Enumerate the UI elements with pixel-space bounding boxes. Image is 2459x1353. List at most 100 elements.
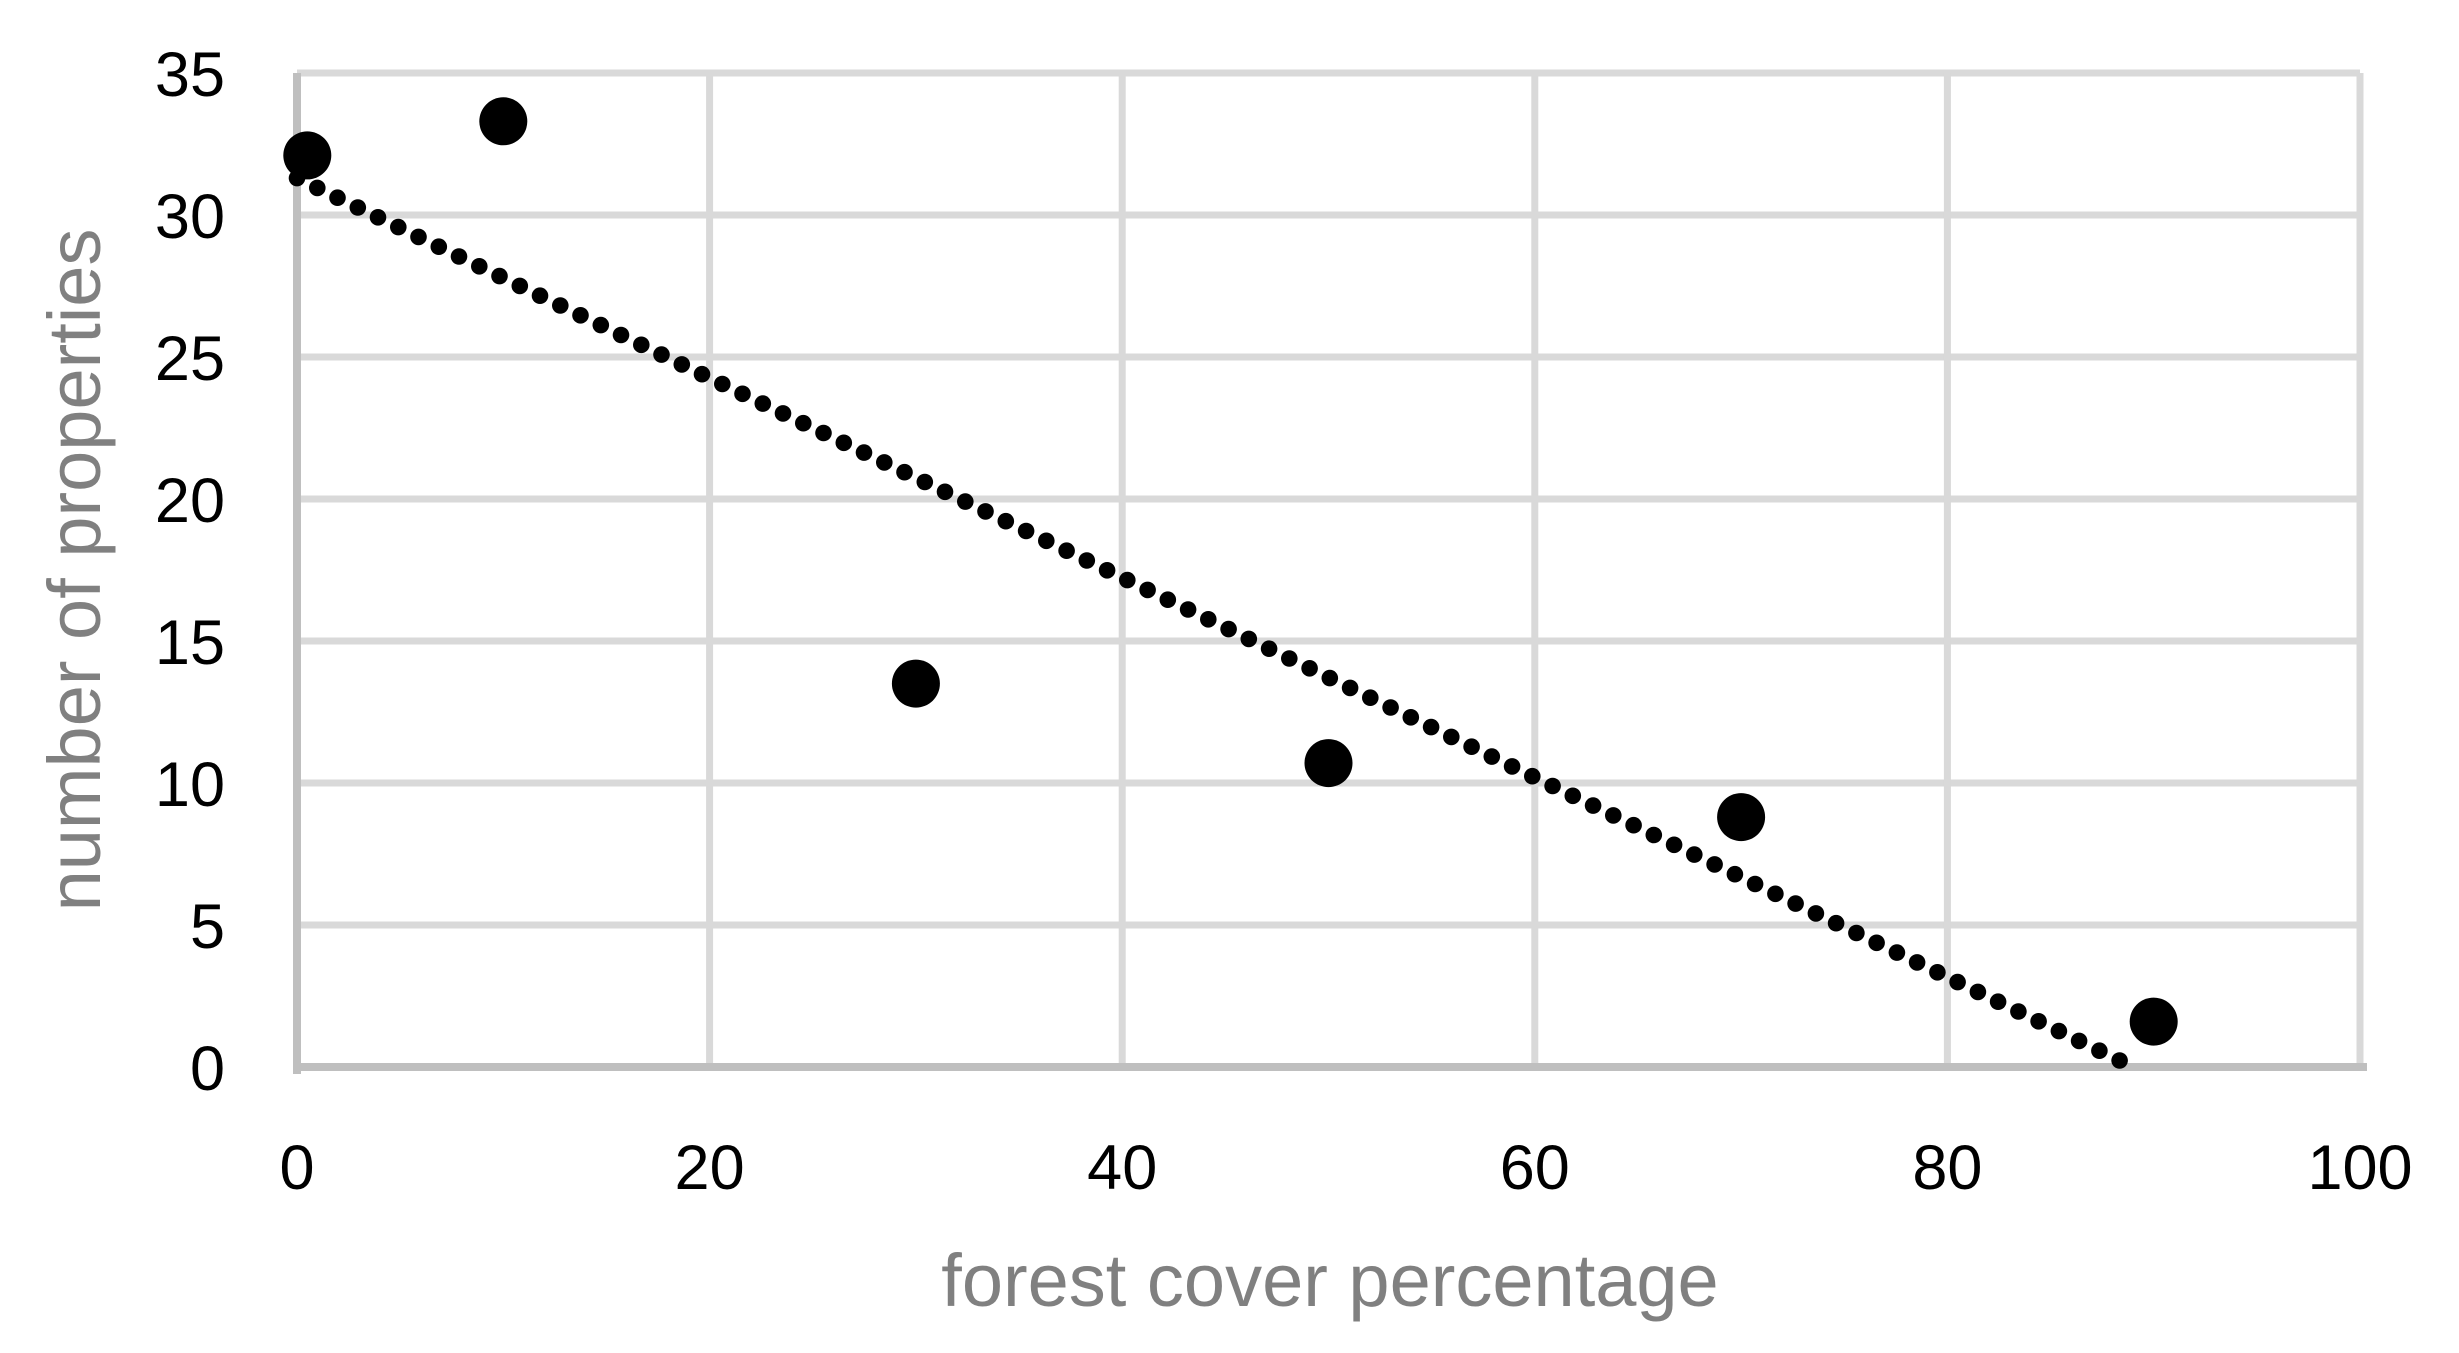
trendline-dot (896, 463, 913, 481)
trendline-dot (1868, 934, 1885, 952)
trendline-dot (572, 307, 589, 324)
y-axis-title: number of properties (33, 229, 116, 912)
trendline-dot (491, 267, 508, 285)
x-tick-label: 20 (675, 1133, 745, 1203)
data-point (891, 659, 940, 708)
trendline-dot (1706, 856, 1723, 873)
trendline-dot (1584, 797, 1602, 814)
data-point (479, 97, 528, 146)
trendline-dot (1443, 728, 1460, 746)
trendline-dot (1038, 532, 1055, 550)
trendline-dot (471, 258, 488, 275)
trendline-dot (1119, 571, 1136, 589)
trendline-dot (1483, 748, 1501, 765)
y-tick-labels: 0 5 10 15 20 25 30 35 (155, 40, 225, 1104)
trendline-dot (1058, 542, 1075, 559)
trendline-dot (1240, 630, 1258, 648)
y-tick-label: 0 (190, 1034, 225, 1104)
trendline-dot (734, 385, 751, 403)
x-axis-title: forest cover percentage (941, 1239, 1718, 1322)
trendline-dot (309, 179, 326, 197)
y-tick-label: 10 (155, 750, 225, 820)
trendline-dot (1564, 787, 1582, 805)
trendline-dot (936, 483, 954, 501)
x-tick-label: 0 (279, 1133, 314, 1203)
trendline-dot (997, 512, 1015, 530)
trendline-dot (1807, 905, 1825, 922)
trendline-dot (2010, 1003, 2027, 1020)
trendline-dot (1726, 865, 1744, 883)
trendline-dot (2091, 1042, 2108, 1059)
data-point (1304, 739, 1353, 788)
trendline-dot (2030, 1013, 2047, 1030)
trendline (288, 169, 2128, 1069)
trendline-dot (1767, 885, 1784, 903)
trendline-dot (1220, 620, 1237, 638)
x-tick-labels: 0 20 40 60 80 100 (279, 1133, 2412, 1203)
y-tick-label: 5 (190, 892, 225, 962)
trendline-dot (1746, 875, 1764, 893)
x-tick-label: 60 (1500, 1133, 1570, 1203)
trendline-dot (2111, 1052, 2128, 1069)
trendline-dot (957, 493, 974, 510)
trendline-dot (1463, 738, 1480, 755)
y-tick-label: 15 (155, 608, 225, 678)
trendline-dot (653, 346, 670, 363)
trendline-dot (1929, 964, 1946, 981)
trendline-dot (1362, 689, 1379, 706)
trendline-dot (1159, 591, 1177, 608)
trendline-dot (1179, 601, 1197, 618)
data-point (2129, 997, 2178, 1046)
trendline-dot (1625, 816, 1642, 834)
trendline-dot (1321, 669, 1339, 687)
trendline-dot (1382, 699, 1399, 716)
trendline-dot (855, 444, 873, 461)
trendline-dot (1422, 718, 1440, 736)
trendline-dot (1686, 846, 1703, 863)
trendline-dot (714, 375, 731, 393)
trendline-dot (1645, 826, 1663, 844)
trendline-dot (693, 365, 711, 383)
trendline-dot (369, 209, 387, 226)
trendline-dot (1260, 640, 1278, 657)
trendline-dot (977, 503, 994, 520)
y-tick-label: 20 (155, 466, 225, 536)
axis-lines (293, 73, 2367, 1074)
trendline-dot (1139, 581, 1156, 599)
trendline-dot (1665, 836, 1683, 854)
trendline-dot (1787, 895, 1804, 912)
trendline-dot (1301, 660, 1318, 677)
trendline-dot (876, 454, 893, 471)
trendline-dot (795, 414, 812, 432)
y-tick-label: 35 (155, 40, 225, 110)
trendline-dot (1281, 650, 1298, 667)
trendline-dot (835, 434, 853, 452)
x-tick-label: 80 (1912, 1133, 1982, 1203)
trendline-dot (754, 395, 772, 412)
trendline-dot (390, 218, 407, 236)
trendline-dot (329, 189, 346, 206)
trendline-dot (531, 287, 549, 305)
trendline-dot (450, 248, 468, 265)
trendline-dot (774, 405, 792, 422)
trendline-dot (673, 356, 691, 373)
trendline-dot (2050, 1022, 2068, 1040)
trendline-dot (1605, 807, 1622, 824)
trendline-dot (612, 326, 630, 344)
x-tick-label: 100 (2307, 1133, 2412, 1203)
trendline-dot (916, 473, 934, 491)
trendline-dot (1888, 944, 1906, 961)
trendline-dot (1341, 679, 1359, 697)
trendline-dot (552, 297, 569, 314)
trendline-dot (1848, 924, 1865, 942)
trendline-dot (1544, 777, 1561, 795)
trendline-dot (1989, 993, 2007, 1010)
trendline-dot (1200, 611, 1217, 628)
trendline-dot (410, 228, 427, 246)
scatter-points (283, 97, 2178, 1046)
trendline-dot (1827, 914, 1845, 932)
trendline-dot (1908, 954, 1926, 971)
trendline-dot (592, 316, 610, 334)
